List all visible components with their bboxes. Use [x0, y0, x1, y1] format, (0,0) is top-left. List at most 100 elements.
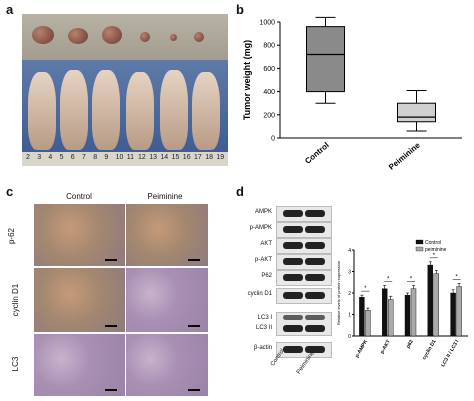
protein-expression-bar-chart: 0 1 2 3 4 Relative levels of protein expressi… — [336, 239, 468, 368]
significance-marker: * — [433, 253, 436, 259]
scale-bar — [105, 259, 117, 261]
micrograph-lc3-peiminine — [126, 334, 208, 396]
panel-c-letter: c — [6, 184, 14, 199]
significance-marker: * — [455, 274, 458, 280]
blot-band — [305, 292, 325, 299]
western-blot-strip — [276, 206, 332, 222]
blot-band — [283, 292, 303, 299]
blot-band — [283, 258, 303, 265]
ruler-number: 13 — [149, 154, 157, 161]
micrograph-cyclind1-peiminine — [126, 268, 208, 332]
row-label-p62: p-62 — [7, 228, 16, 245]
mouse — [192, 72, 220, 150]
mouse — [126, 72, 154, 150]
y-tick-label: 200 — [263, 112, 275, 119]
category-label: LC3 II / LC3 I — [440, 338, 461, 368]
category-label: Peiminine — [387, 140, 422, 172]
bar — [365, 309, 371, 337]
row-label-lc3: LC3 — [11, 356, 20, 372]
bar — [382, 288, 388, 337]
blot-label: β-actin — [253, 345, 272, 351]
ruler-number: 17 — [194, 154, 202, 161]
tumor-weight-boxplot: 0 200 400 600 800 1000 Tumor weight (mg) Contro… — [242, 16, 462, 172]
scale-bar — [188, 389, 200, 391]
ruler-number: 19 — [216, 154, 225, 161]
blot-label: cyclin D1 — [247, 291, 272, 297]
tumor — [102, 26, 122, 44]
category-label: p-AMPK — [354, 339, 369, 359]
ruler — [22, 152, 228, 166]
ruler-number: 10 — [115, 154, 124, 161]
category-label: p62 — [405, 339, 415, 350]
panel-b-letter: b — [236, 2, 244, 17]
tumor — [68, 28, 88, 44]
col-label-control: Control — [66, 192, 92, 201]
western-blot-strip — [276, 238, 332, 254]
ruler-number: 8 — [93, 154, 98, 161]
blot-band — [305, 274, 325, 281]
significance-marker: * — [364, 286, 367, 292]
bar — [388, 299, 394, 337]
tumor-dish — [22, 14, 228, 60]
y-tick-label: 400 — [263, 89, 275, 96]
blot-label: P62 — [261, 273, 272, 279]
legend-label: Control — [425, 240, 441, 246]
y-tick-label: 0 — [348, 334, 351, 340]
western-blot-strip — [276, 288, 332, 304]
micrograph-cyclind1-control — [34, 268, 125, 332]
bar — [450, 292, 456, 337]
ruler-number: 16 — [182, 154, 191, 161]
blot-label: LC3 I — [257, 315, 272, 321]
scale-bar — [105, 325, 117, 327]
bar — [456, 286, 462, 337]
ruler-number: 11 — [126, 154, 135, 161]
blot-band — [283, 325, 303, 332]
row-label-cyclind1: cyclin D1 — [11, 283, 20, 317]
scale-bar — [188, 325, 200, 327]
micrograph-p62-peiminine — [126, 204, 208, 266]
tumor — [140, 32, 150, 42]
blot-band — [305, 315, 325, 320]
y-tick-label: 4 — [348, 248, 351, 254]
ruler-number: 5 — [59, 154, 64, 161]
y-tick-label: 1 — [348, 313, 351, 319]
blot-label: p-AKT — [254, 257, 272, 263]
col-label-peiminine: Peiminine — [147, 192, 183, 201]
box — [397, 102, 436, 123]
mouse — [160, 70, 188, 150]
ruler-number: 12 — [138, 154, 146, 161]
mouse — [92, 70, 120, 150]
legend-label: peiminine — [425, 247, 447, 253]
bar — [433, 273, 440, 337]
significance-marker: * — [410, 276, 413, 282]
blot-band — [283, 274, 303, 281]
bar — [359, 297, 365, 337]
blot-label: LC3 II — [255, 325, 272, 331]
blot-band — [305, 325, 325, 332]
ruler-number: 15 — [171, 154, 180, 161]
tumor — [170, 34, 177, 41]
bar — [404, 294, 411, 337]
category-label: p-AKT — [379, 339, 392, 355]
western-blot-strip — [276, 342, 332, 358]
blot-label: p-AMPK — [249, 225, 272, 231]
ruler-number: 2 — [26, 154, 30, 161]
mice-area — [22, 60, 228, 152]
ruler-number: 4 — [48, 154, 53, 161]
blot-band — [305, 226, 325, 233]
blot-band — [305, 210, 325, 217]
tumor — [32, 26, 54, 44]
blot-band — [283, 226, 303, 233]
micrograph-p62-control — [34, 204, 125, 266]
panel-d-letter: d — [236, 184, 244, 199]
blot-label: AMPK — [254, 209, 272, 215]
y-axis-label: Relative levels of protein expression — [336, 261, 341, 325]
blot-band — [283, 242, 303, 249]
western-blot-strip — [276, 222, 332, 238]
ruler-number: 18 — [205, 154, 213, 161]
bar — [410, 288, 417, 337]
ruler-number: 3 — [37, 154, 42, 161]
significance-marker: * — [387, 276, 390, 282]
y-tick-label: 1000 — [259, 20, 275, 27]
blot-band — [305, 242, 325, 249]
